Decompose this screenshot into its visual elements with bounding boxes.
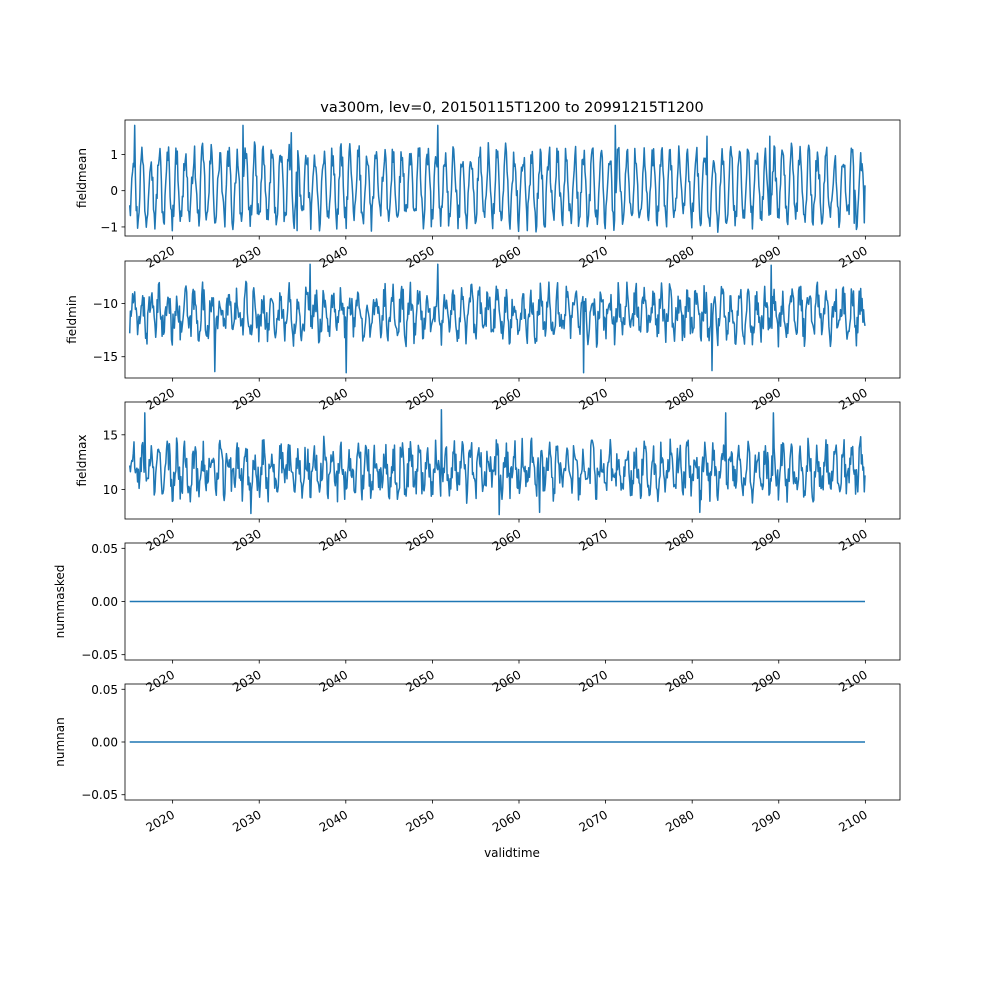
x-tick-label: 2100 — [836, 385, 869, 412]
x-tick-label: 2030 — [230, 526, 263, 553]
y-tick-label: −0.05 — [81, 648, 118, 662]
x-tick-label: 2060 — [490, 807, 523, 834]
y-tick-label: −0.05 — [81, 788, 118, 802]
axes-frame — [124, 119, 901, 237]
y-axis-label: nummasked — [53, 565, 67, 639]
x-tick-label: 2030 — [230, 243, 263, 270]
x-tick-label: 2080 — [663, 243, 696, 270]
panel-fieldmean: −1 0 1 2020 2030 2040 2050 2060 2070 2080 2090 2100… — [75, 119, 901, 271]
x-tick-label: 2090 — [750, 807, 783, 834]
x-tick-label: 2100 — [836, 807, 869, 834]
panel-nummasked: −0.05 0.00 0.05 2020 2030 2040 2050 2060 2070 208… — [53, 542, 901, 695]
x-tick-label: 2060 — [490, 385, 523, 412]
x-tick-label: 2090 — [750, 385, 783, 412]
x-tick-label: 2040 — [317, 385, 350, 412]
y-tick-label: 0.00 — [91, 595, 118, 609]
y-tick-label: 0.05 — [91, 542, 118, 556]
y-tick-label: 0.05 — [91, 683, 118, 697]
x-tick-label: 2100 — [836, 243, 869, 270]
panel-fieldmax: 10 15 2020 2030 2040 2050 2060 2070 2080 2090 2100… — [75, 401, 901, 554]
x-tick-label: 2050 — [403, 807, 436, 834]
panel-numnan: −0.05 0.00 0.05 2020 2030 2040 2050 2060 2070 208… — [53, 683, 901, 835]
y-axis-label: fieldmax — [75, 434, 89, 486]
x-tick-label: 2090 — [750, 526, 783, 553]
x-tick-label: 2030 — [230, 385, 263, 412]
x-tick-label: 2070 — [577, 807, 610, 834]
x-tick-label: 2040 — [317, 667, 350, 694]
x-tick-label: 2060 — [490, 667, 523, 694]
x-tick-label: 2080 — [663, 526, 696, 553]
axes-frame — [124, 401, 901, 520]
x-tick-label: 2050 — [403, 243, 436, 270]
y-tick-label: 0 — [110, 184, 118, 198]
x-tick-label: 2070 — [577, 385, 610, 412]
panel-fieldmin: −15 −10 2020 2030 2040 2050 2060 2070 2080 2090 21… — [65, 260, 901, 413]
x-tick-label: 2020 — [144, 667, 177, 694]
x-tick-label: 2070 — [577, 243, 610, 270]
x-tick-label: 2020 — [144, 243, 177, 270]
x-tick-label: 2060 — [490, 526, 523, 553]
x-tick-label: 2080 — [663, 667, 696, 694]
y-tick-label: −10 — [93, 297, 118, 311]
series-line-fieldmin — [128, 263, 866, 374]
y-tick-label: 15 — [103, 428, 118, 442]
series-line-fieldmean — [128, 124, 866, 233]
x-tick-label: 2080 — [663, 385, 696, 412]
figure-title: va300m, lev=0, 20150115T1200 to 20991215… — [320, 100, 704, 116]
x-tick-label: 2030 — [230, 667, 263, 694]
x-tick-label: 2040 — [317, 526, 350, 553]
x-tick-label: 2070 — [577, 667, 610, 694]
y-tick-label: 1 — [110, 148, 118, 162]
axes-frame — [124, 260, 901, 379]
x-tick-label: 2060 — [490, 243, 523, 270]
x-tick-label: 2020 — [144, 526, 177, 553]
x-tick-label: 2100 — [836, 667, 869, 694]
y-tick-label: 10 — [103, 483, 118, 497]
x-tick-label: 2050 — [403, 667, 436, 694]
x-tick-label: 2090 — [750, 243, 783, 270]
x-tick-label: 2020 — [144, 385, 177, 412]
y-tick-label: 0.00 — [91, 736, 118, 750]
series-line-fieldmax — [128, 408, 866, 516]
x-tick-label: 2040 — [317, 243, 350, 270]
y-axis-label: numnan — [53, 717, 67, 766]
x-tick-label: 2040 — [317, 807, 350, 834]
y-tick-label: −1 — [100, 220, 118, 234]
x-axis-label: validtime — [484, 846, 540, 860]
x-tick-label: 2050 — [403, 385, 436, 412]
x-tick-label: 2100 — [836, 526, 869, 553]
x-tick-label: 2070 — [577, 526, 610, 553]
y-axis-label: fieldmean — [75, 148, 89, 208]
x-tick-label: 2050 — [403, 526, 436, 553]
x-tick-label: 2080 — [663, 807, 696, 834]
x-tick-label: 2090 — [750, 667, 783, 694]
y-tick-label: −15 — [93, 350, 118, 364]
x-tick-label: 2020 — [144, 807, 177, 834]
y-axis-label: fieldmin — [65, 295, 79, 344]
x-tick-label: 2030 — [230, 807, 263, 834]
